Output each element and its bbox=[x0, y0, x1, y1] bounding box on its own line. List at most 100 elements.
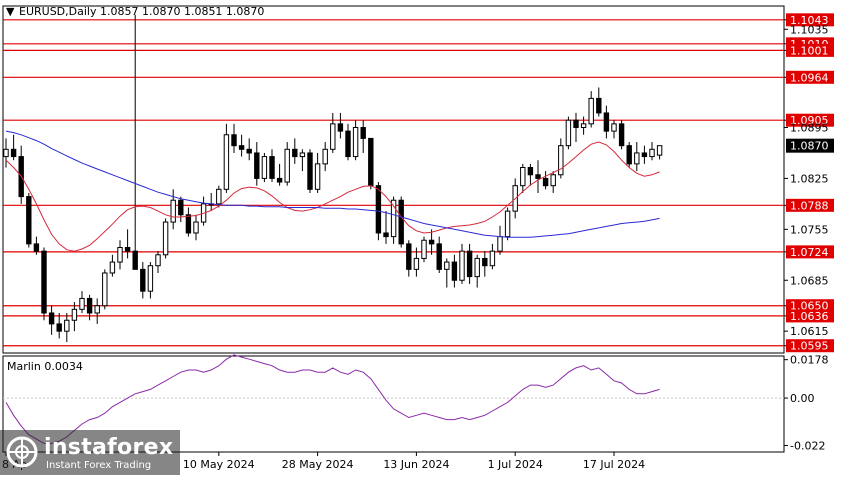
candle-bearish bbox=[368, 137, 374, 187]
candle-bearish bbox=[428, 239, 435, 245]
candle-bullish bbox=[634, 152, 640, 165]
candle-bullish bbox=[649, 148, 655, 158]
price-tick-label: 1.0905 bbox=[790, 114, 829, 127]
instaforex-logo-icon bbox=[6, 436, 38, 468]
candle-bearish bbox=[56, 323, 62, 332]
candle-bearish bbox=[86, 297, 93, 314]
candle-bearish bbox=[276, 177, 283, 183]
candle-bullish bbox=[193, 221, 199, 234]
candle-bullish bbox=[102, 272, 108, 307]
oscillator-pane: 0.0178 0.00 -0.022 bbox=[3, 354, 829, 453]
candle-bearish bbox=[398, 199, 404, 245]
price-tick-label: 1.0825 bbox=[790, 172, 829, 185]
candle-bearish bbox=[542, 177, 549, 187]
candle-bearish bbox=[406, 243, 412, 270]
candle-bearish bbox=[26, 196, 32, 245]
candle-bearish bbox=[527, 166, 534, 176]
candle-bearish bbox=[535, 174, 541, 179]
candle-bullish bbox=[170, 199, 176, 223]
candle-bearish bbox=[573, 119, 579, 128]
candle-bullish bbox=[565, 119, 572, 147]
candle-bullish bbox=[147, 265, 154, 292]
price-level-tag bbox=[786, 198, 834, 212]
last-price-label: 1.0870 bbox=[790, 140, 829, 153]
price-tick-label: 1.1001 bbox=[790, 44, 829, 57]
main-pane bbox=[2, 5, 785, 453]
candle-bullish bbox=[79, 297, 85, 310]
candle-bearish bbox=[124, 247, 131, 252]
candle-bearish bbox=[337, 123, 344, 132]
candle-bullish bbox=[656, 145, 663, 156]
main-pane-frame bbox=[2, 5, 785, 354]
price-level-tag bbox=[786, 339, 834, 353]
candle-bullish bbox=[550, 174, 556, 187]
candle-bearish bbox=[238, 145, 245, 150]
candle-bearish bbox=[596, 97, 602, 114]
candle-bullish bbox=[489, 250, 496, 267]
candle-bullish bbox=[520, 166, 526, 187]
candle-bullish bbox=[299, 152, 306, 158]
oscillator-tick-label: -0.022 bbox=[790, 440, 825, 453]
price-level-tag bbox=[786, 245, 834, 259]
header-triangle-icon[interactable]: ▼ bbox=[6, 5, 15, 18]
price-level-tag bbox=[786, 43, 834, 57]
price-tick-label: 1.0636 bbox=[790, 310, 829, 323]
candle-bullish bbox=[504, 210, 511, 238]
price-level-tag bbox=[786, 113, 834, 127]
candle-bullish bbox=[474, 257, 480, 278]
price-axis: 1.10431.10351.10101.10011.09641.09051.08… bbox=[784, 13, 834, 353]
candle-bearish bbox=[185, 214, 192, 234]
oscillator-tick-label: 0.0178 bbox=[790, 354, 829, 367]
time-tick-label: 1 Jul 2024 bbox=[488, 458, 543, 471]
candle-bearish bbox=[641, 152, 648, 158]
candle-bullish bbox=[223, 134, 230, 190]
indicator-title: Marlin 0.0034 bbox=[7, 360, 83, 373]
watermark-tagline: Instant Forex Trading bbox=[46, 460, 152, 471]
price-tick-label: 1.0895 bbox=[790, 121, 829, 134]
candle-bearish bbox=[48, 312, 55, 325]
price-tick-label: 1.1043 bbox=[790, 14, 829, 27]
candle-bearish bbox=[140, 268, 146, 292]
chart-header-title: EURUSD,Daily 1.0857 1.0870 1.0851 1.0870 bbox=[19, 5, 264, 18]
candle-bearish bbox=[178, 199, 184, 216]
price-tick-label: 1.0755 bbox=[790, 223, 829, 236]
candle-bearish bbox=[360, 126, 366, 139]
price-level-tag bbox=[786, 299, 834, 313]
candle-bullish bbox=[352, 126, 359, 158]
candle-bearish bbox=[482, 257, 488, 267]
oscillator-line bbox=[5, 354, 660, 444]
moving-average-red-line bbox=[5, 141, 660, 252]
candle-bearish bbox=[41, 250, 47, 314]
candle-bullish bbox=[421, 239, 427, 259]
candle-bullish bbox=[390, 199, 397, 238]
candle-bullish bbox=[497, 236, 503, 252]
candle-bullish bbox=[314, 163, 321, 190]
price-tick-label: 1.1035 bbox=[790, 23, 829, 36]
time-tick-label: 17 Jul 2024 bbox=[583, 458, 645, 471]
candle-bullish bbox=[330, 123, 336, 150]
candle-bullish bbox=[558, 145, 564, 176]
candle-bearish bbox=[231, 134, 237, 147]
candle-bullish bbox=[162, 221, 169, 256]
candle-bullish bbox=[322, 148, 328, 165]
time-tick-label: 28 May 2024 bbox=[282, 458, 354, 471]
candle-bullish bbox=[611, 123, 617, 132]
candle-bearish bbox=[254, 152, 260, 179]
support-resistance-levels bbox=[3, 19, 784, 347]
candle-bearish bbox=[451, 261, 458, 281]
candlesticks bbox=[3, 14, 663, 343]
price-level-tag bbox=[786, 70, 834, 84]
candle-bullish bbox=[94, 305, 100, 314]
watermark-name: instaforex bbox=[44, 435, 174, 460]
price-level-tag bbox=[786, 13, 834, 27]
price-tick-label: 1.0685 bbox=[790, 274, 829, 287]
candle-bearish bbox=[466, 250, 473, 278]
candle-bearish bbox=[292, 148, 298, 158]
candle-bullish bbox=[261, 156, 268, 179]
moving-averages bbox=[5, 130, 660, 252]
candle-bullish bbox=[413, 257, 420, 270]
candle-bullish bbox=[3, 148, 9, 158]
